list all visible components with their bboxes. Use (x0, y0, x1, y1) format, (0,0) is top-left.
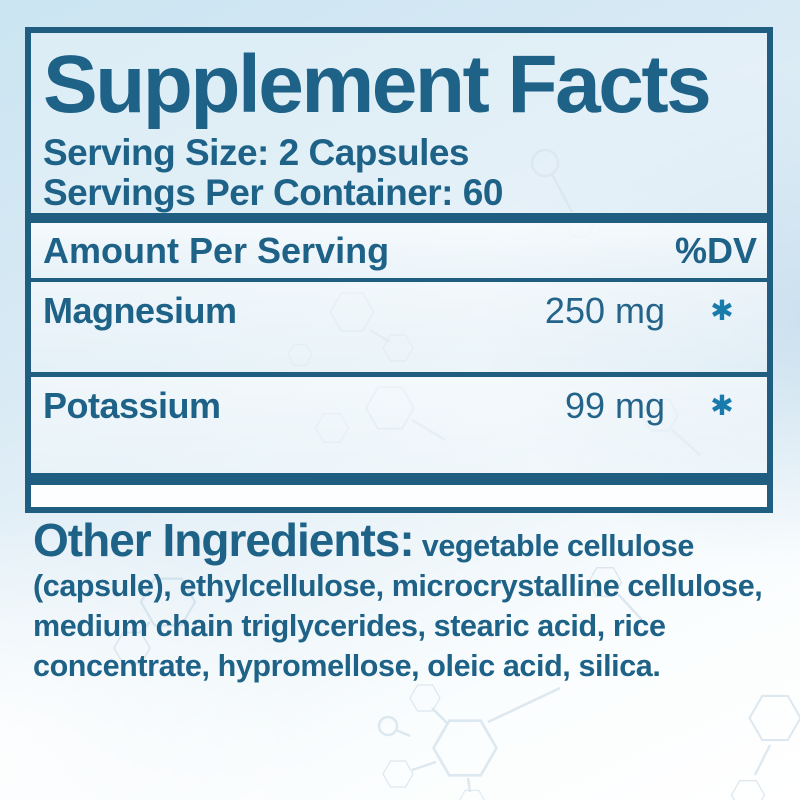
other-ingredients-paragraph: Other Ingredients: vegetable cellulose (… (33, 517, 780, 686)
divider-thick-bottom (31, 473, 767, 485)
supplement-facts-panel: Supplement Facts Serving Size: 2 Capsule… (25, 27, 773, 513)
nutrient-amount: 99 mg (564, 385, 665, 426)
percent-dv-header: %DV (674, 229, 757, 271)
serving-size-text: Serving Size: 2 Capsules (43, 132, 470, 173)
asterisk-icon: ✱ (710, 295, 734, 326)
nutrient-name: Potassium (43, 385, 221, 426)
servings-per-container-text: Servings Per Container: 60 (43, 172, 503, 213)
nutrient-name: Magnesium (43, 290, 237, 331)
table-header-row: Amount Per Serving %DV (31, 223, 767, 278)
other-ingredients-label: Other Ingredients: (33, 514, 415, 566)
panel-title: Supplement Facts (43, 39, 712, 130)
asterisk-icon: ✱ (710, 390, 734, 421)
other-ingredients-text: vegetable cellulose (capsule), ethylcell… (33, 529, 763, 683)
table-row-potassium: Potassium 99 mg ✱ (31, 377, 767, 473)
nutrient-amount: 250 mg (544, 290, 665, 331)
amount-per-serving-header: Amount Per Serving (43, 229, 390, 271)
table-row-magnesium: Magnesium 250 mg ✱ (31, 282, 767, 372)
divider-thin (31, 372, 767, 377)
divider-thick-top (31, 213, 767, 223)
divider-thin (31, 278, 767, 282)
footnote-row-empty (31, 485, 767, 507)
